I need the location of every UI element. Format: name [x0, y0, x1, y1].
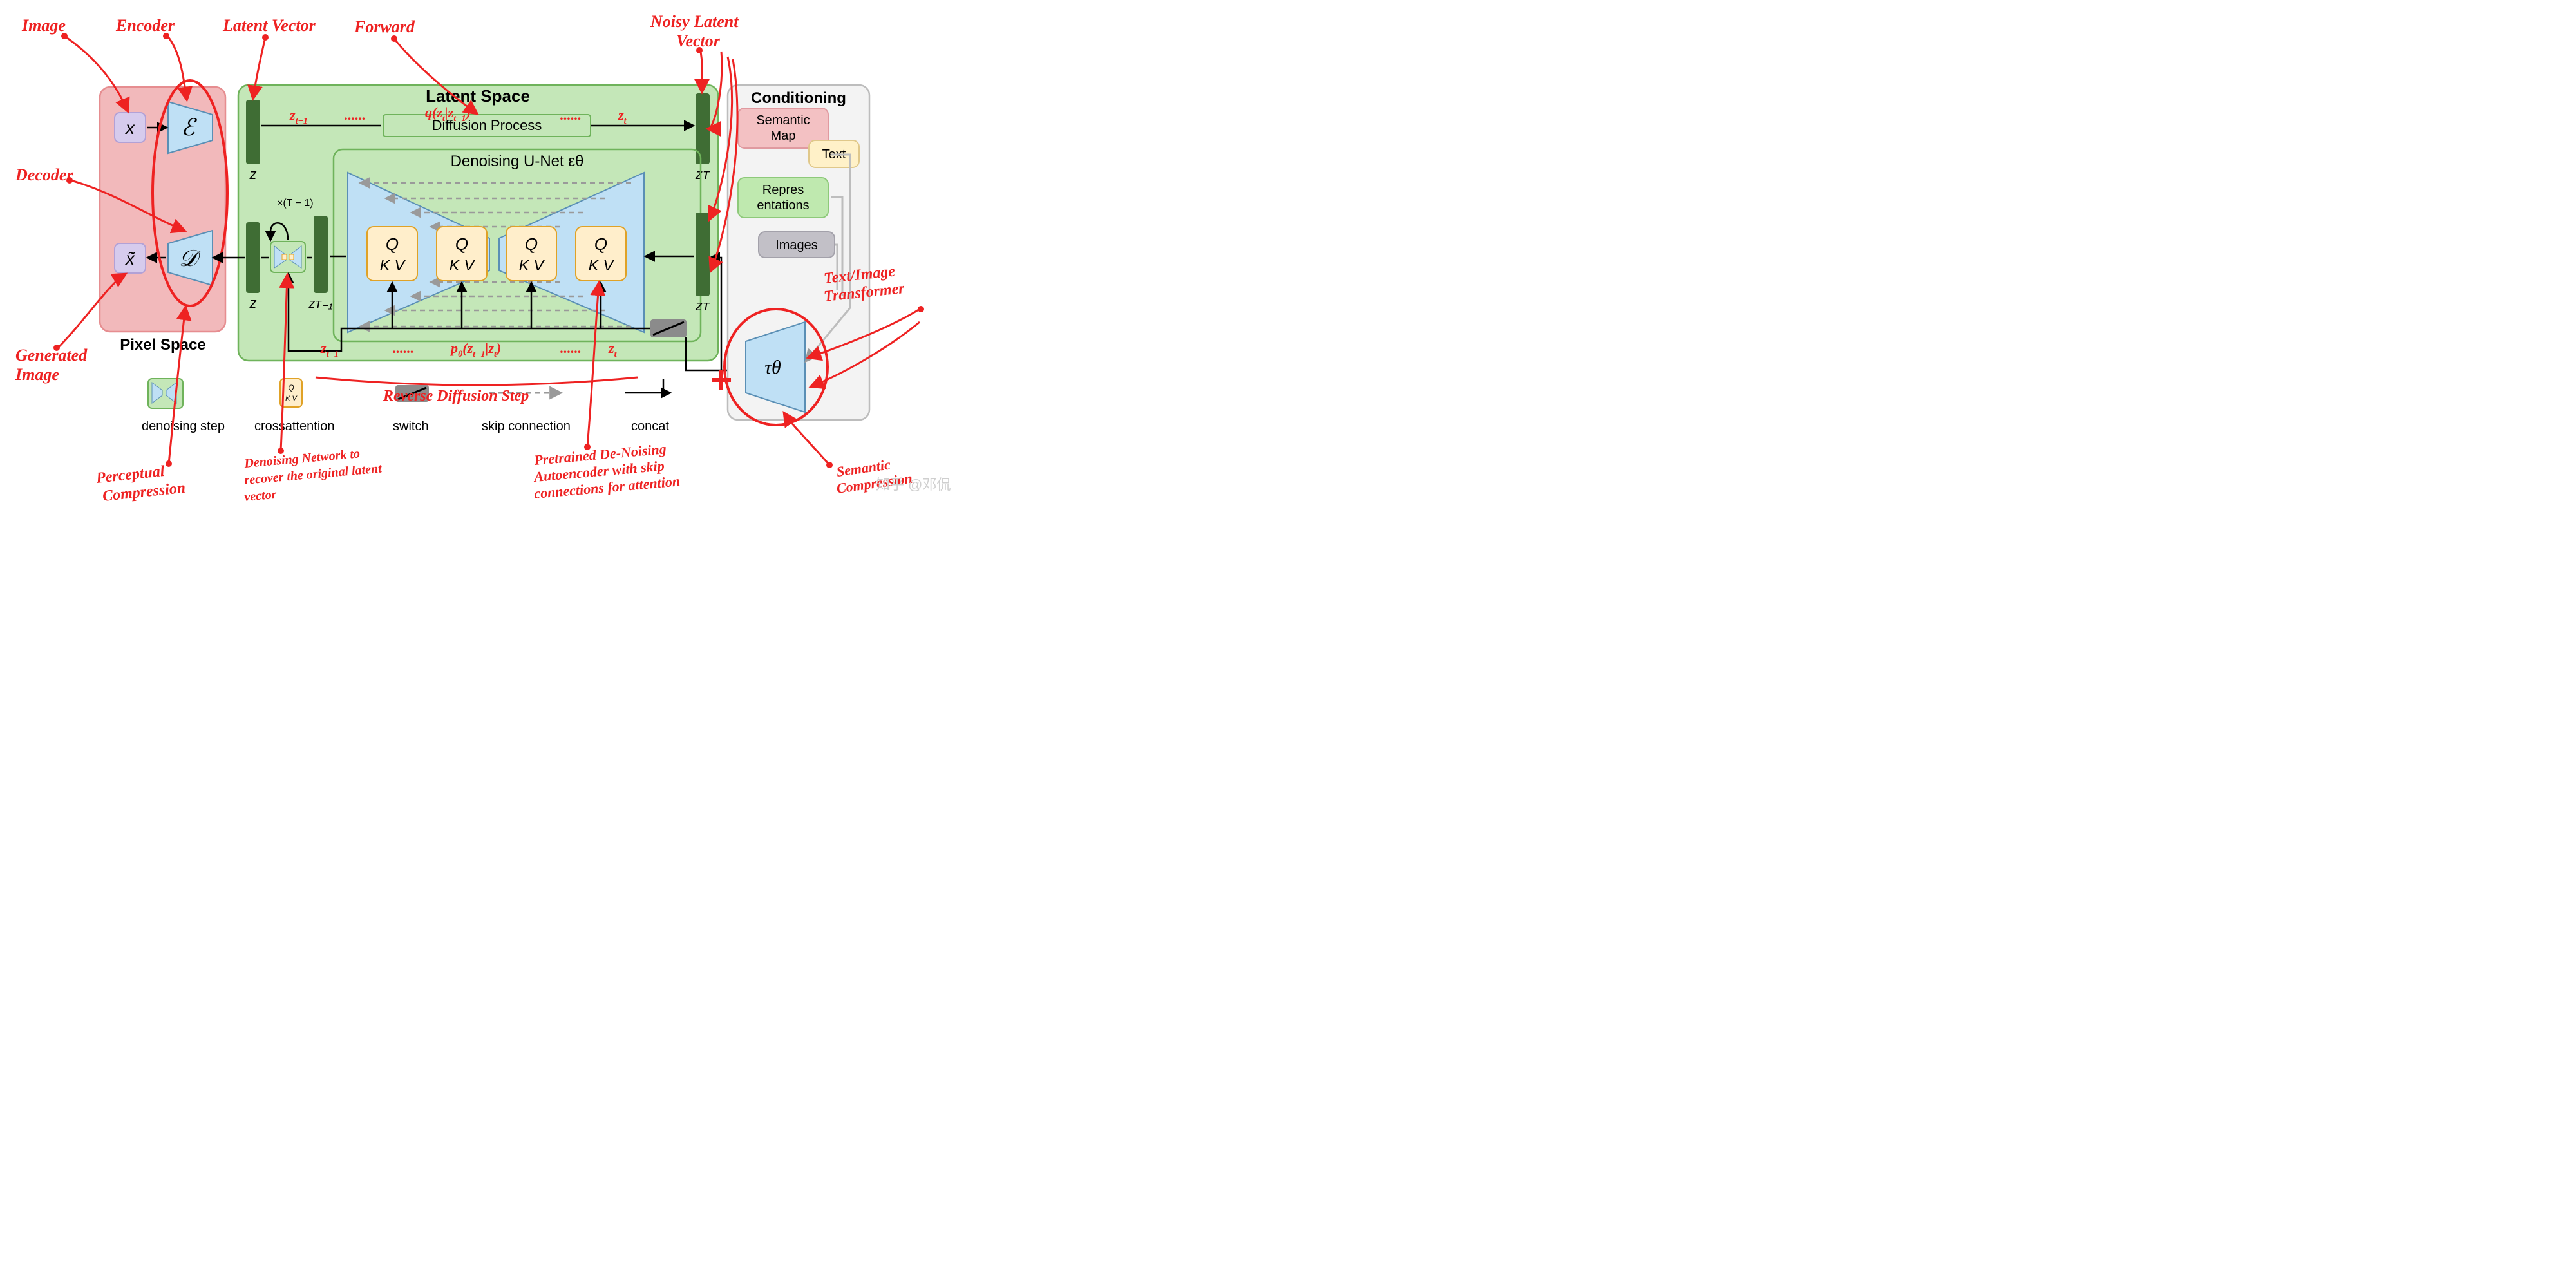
svg-text:skip connection: skip connection: [482, 419, 571, 433]
svg-text:Generated: Generated: [15, 346, 88, 365]
qkv-1: Q K V: [367, 227, 417, 281]
svg-text:......: ......: [345, 107, 366, 123]
svg-text:Decoder: Decoder: [15, 166, 73, 184]
svg-text:K V: K V: [285, 395, 298, 402]
z-bar-top: [246, 100, 260, 164]
svg-text:Q: Q: [525, 234, 538, 254]
svg-text:K V: K V: [589, 257, 615, 274]
svg-text:K V: K V: [450, 257, 476, 274]
encoder-symbol: ℰ: [181, 115, 197, 140]
svg-text:K V: K V: [519, 257, 545, 274]
zT-bar-bottom: [696, 213, 710, 296]
loop-label: ×(T − 1): [277, 198, 314, 209]
cond-repr-label-1: Repres: [762, 183, 804, 197]
legend-concat: concat: [625, 379, 670, 433]
latent-space-title: Latent Space: [426, 86, 530, 106]
qkv-2: Q K V: [437, 227, 487, 281]
svg-text:concat: concat: [631, 419, 669, 433]
qkv-3: Q K V: [506, 227, 556, 281]
svg-text:Encoder: Encoder: [115, 16, 175, 35]
switch: [650, 319, 687, 337]
xtilde-label: x̃: [124, 249, 136, 269]
zTm1-label: zᴛ₋₁: [308, 297, 332, 311]
diagram-canvas: Pixel Space x x̃ ℰ 𝒟 Latent Space z zᴛ D…: [0, 0, 979, 515]
svg-text:vector: vector: [244, 488, 278, 504]
svg-text:Latent Vector: Latent Vector: [222, 16, 316, 35]
pixel-space-title: Pixel Space: [120, 336, 205, 354]
svg-text:K V: K V: [380, 257, 406, 274]
svg-text:Q: Q: [288, 383, 294, 392]
legend-crossattn: Q K V crossattention: [254, 379, 335, 433]
cond-semantic-map-label-2: Map: [771, 129, 796, 143]
qkv-4: Q K V: [576, 227, 626, 281]
legend-denoise: denoising step: [142, 379, 225, 433]
svg-text:Image: Image: [21, 16, 66, 35]
svg-text:Image: Image: [15, 365, 59, 384]
cond-semantic-map-label-1: Semantic: [756, 113, 810, 128]
watermark: 知乎 @邓侃: [876, 477, 951, 493]
cond-repr-label-2: entations: [757, 198, 809, 213]
cond-images-label: Images: [775, 238, 818, 252]
z-label-top: z: [249, 166, 257, 182]
svg-text:Q: Q: [594, 234, 607, 254]
tau-label: τθ: [764, 357, 781, 378]
zT-label-top: zᴛ: [695, 166, 710, 182]
denoise-step-icon: [270, 242, 305, 272]
svg-text:switch: switch: [393, 419, 429, 433]
zT-label-bottom: zᴛ: [695, 298, 710, 314]
svg-text:denoising step: denoising step: [142, 419, 225, 433]
svg-text:crossattention: crossattention: [254, 419, 335, 433]
z-label-bottom: z: [249, 295, 257, 311]
svg-text:Noisy Latent: Noisy Latent: [650, 12, 739, 31]
svg-text:......: ......: [560, 340, 582, 356]
svg-text:Q: Q: [386, 234, 399, 254]
svg-text:Q: Q: [455, 234, 468, 254]
reverse-brace: [316, 377, 638, 385]
unet-title: Denoising U-Net εθ: [451, 153, 584, 170]
conditioning-title: Conditioning: [751, 90, 846, 107]
x-label: x: [124, 118, 135, 138]
zT-bar-top: [696, 93, 710, 164]
svg-text:Reverse Diffusion Step: Reverse Diffusion Step: [383, 388, 529, 404]
svg-text:......: ......: [560, 107, 582, 123]
svg-text:......: ......: [393, 340, 414, 356]
z-bar-bottom: [246, 222, 260, 293]
svg-text:Forward: Forward: [354, 17, 415, 36]
zTm1-bar: [314, 216, 328, 293]
